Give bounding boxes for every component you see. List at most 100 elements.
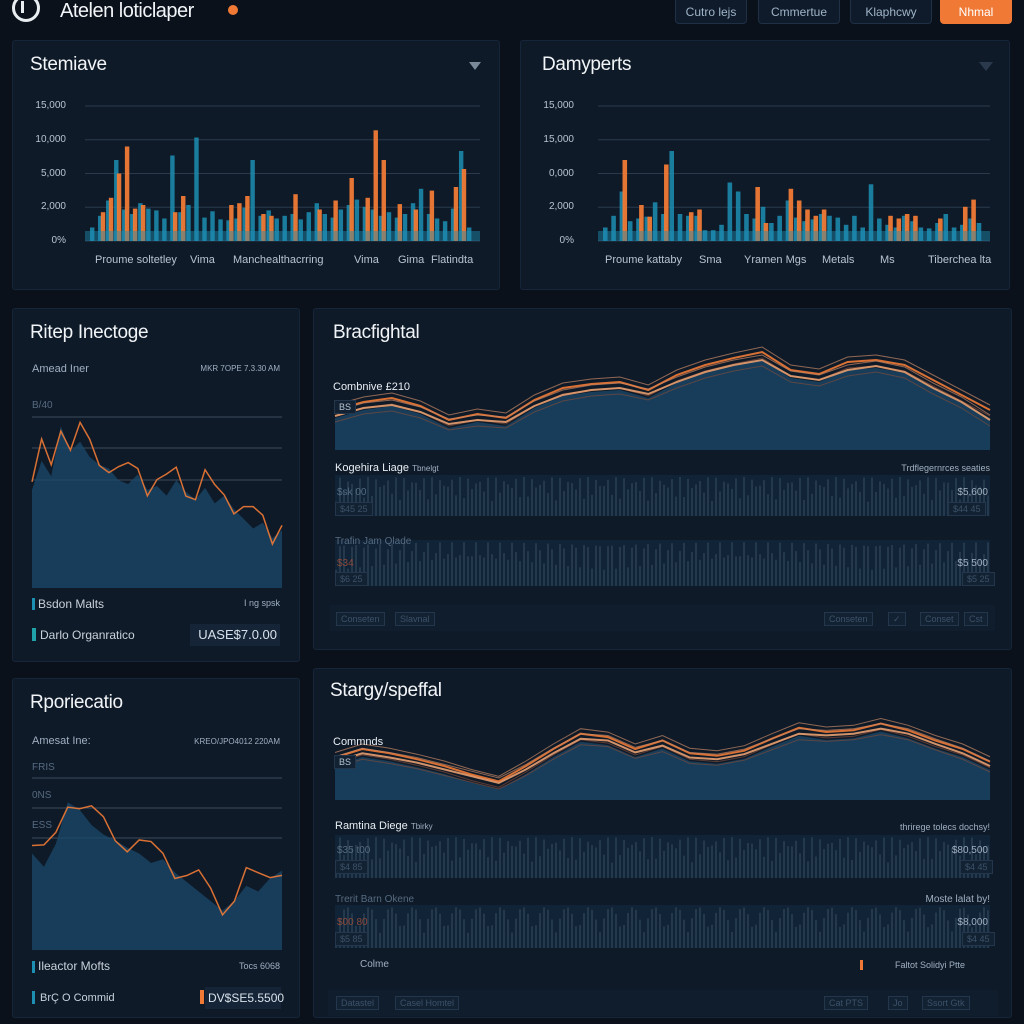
strip-bar <box>827 843 829 878</box>
strip-bar <box>615 568 617 586</box>
bar <box>788 188 794 241</box>
row-subtitle: Tbirky <box>410 822 433 831</box>
strip-bar <box>479 849 481 878</box>
strip-bar <box>875 840 877 878</box>
bar <box>429 190 435 241</box>
strip-bar <box>623 478 625 516</box>
badge: BS <box>334 755 357 769</box>
strip-bar <box>519 497 521 516</box>
triangle-down-icon[interactable] <box>469 62 481 70</box>
strip-bar <box>943 562 945 586</box>
panel-title: Stargy/speffal <box>330 680 442 701</box>
strip-bar <box>907 844 909 878</box>
bar <box>877 218 882 241</box>
strip-bar <box>623 545 625 586</box>
strip-bar <box>723 909 725 948</box>
strip-bar <box>555 564 557 586</box>
strip-bar <box>447 925 449 948</box>
strip-bar <box>575 547 577 586</box>
strip-bar <box>923 858 925 878</box>
bar <box>373 130 378 241</box>
strip-bar <box>343 909 345 948</box>
header-button-3[interactable]: Klaphcwy <box>850 0 932 24</box>
bar <box>755 187 760 241</box>
strip-bar <box>619 498 621 516</box>
toolbar-button[interactable]: Conseten <box>336 612 385 626</box>
strip-bar <box>339 477 341 516</box>
toolbar-button[interactable]: Casel Homtel <box>395 996 460 1010</box>
strip-bar <box>515 478 517 516</box>
toolbar-button[interactable]: Slavnal <box>395 612 435 626</box>
strip-bar <box>411 837 413 878</box>
toolbar-button[interactable]: Jo <box>888 996 908 1010</box>
row-value-chip: $45 25 <box>335 502 373 516</box>
bar <box>744 214 749 241</box>
x-tick-label: Proume soltetley <box>95 254 177 266</box>
strip-bar <box>551 843 553 878</box>
strip-bar <box>543 839 545 878</box>
strip-bar <box>987 910 989 948</box>
strip-bar <box>695 484 697 516</box>
strip-bar <box>955 917 957 948</box>
strip-bar <box>647 918 649 948</box>
strip-bar <box>899 477 901 516</box>
strip-bar <box>687 478 689 516</box>
strip-bar <box>395 563 397 586</box>
strip-bar <box>903 848 905 878</box>
strip-bar <box>767 494 769 516</box>
check-icon[interactable]: ✓ <box>888 612 906 626</box>
row-value: $sk 00 <box>337 487 367 498</box>
strip-bar <box>647 859 649 878</box>
toolbar-button[interactable]: Cat PTS <box>824 996 869 1010</box>
strip-bar <box>479 907 481 948</box>
strip-bar <box>903 920 905 948</box>
header-button-1[interactable]: Cutro lejs <box>675 0 747 24</box>
bar <box>735 191 741 241</box>
bar <box>426 214 432 241</box>
strip-bar <box>823 487 825 516</box>
toolbar-button[interactable]: Datastel <box>336 996 380 1010</box>
strip-bar <box>851 907 853 948</box>
y-tick: B/40 <box>32 400 53 411</box>
x-tick-label: Proume kattaby <box>605 254 683 266</box>
series-line-shadow <box>334 734 991 790</box>
strip-bar <box>779 542 781 586</box>
strip-bar <box>543 907 545 948</box>
row-value-chip: $4 85 <box>335 860 368 874</box>
bar <box>354 199 360 241</box>
strip-bar <box>931 924 933 948</box>
strip-bar <box>751 843 753 878</box>
strip-bar <box>747 555 749 586</box>
strip-bar <box>827 908 829 948</box>
strip-bar <box>691 918 693 948</box>
strip-bar <box>767 837 769 878</box>
strip-bar <box>495 477 497 516</box>
badge: BS <box>334 400 357 414</box>
strip-bar <box>979 912 981 948</box>
strip-bar <box>879 854 881 878</box>
toolbar-button[interactable]: Conseten <box>824 612 873 626</box>
strip-bar <box>491 837 493 878</box>
bar <box>752 218 758 241</box>
triangle-down-icon[interactable] <box>979 62 993 71</box>
bar <box>154 210 159 241</box>
strip-bar <box>739 498 741 516</box>
strip-bar <box>455 557 457 586</box>
header-button-2[interactable]: Cmmertue <box>758 0 840 24</box>
toolbar-button[interactable]: Cst <box>964 612 988 626</box>
strip-bar <box>807 477 809 516</box>
header-button-primary[interactable]: Nhmal <box>940 0 1012 24</box>
x-tick-label: Vima <box>354 254 379 266</box>
strip-bar <box>963 907 965 948</box>
toolbar-button[interactable]: Ssort Gtk <box>922 996 970 1010</box>
strip-bar <box>759 554 761 586</box>
strip-bar <box>403 839 405 878</box>
bar <box>178 212 183 241</box>
strip-bar <box>907 931 909 948</box>
strip-bar <box>515 918 517 948</box>
strip-bar <box>839 838 841 878</box>
strip-bar <box>911 842 913 878</box>
strip-bar <box>751 479 753 516</box>
toolbar-button[interactable]: Conset <box>920 612 959 626</box>
strip-bar <box>855 481 857 516</box>
